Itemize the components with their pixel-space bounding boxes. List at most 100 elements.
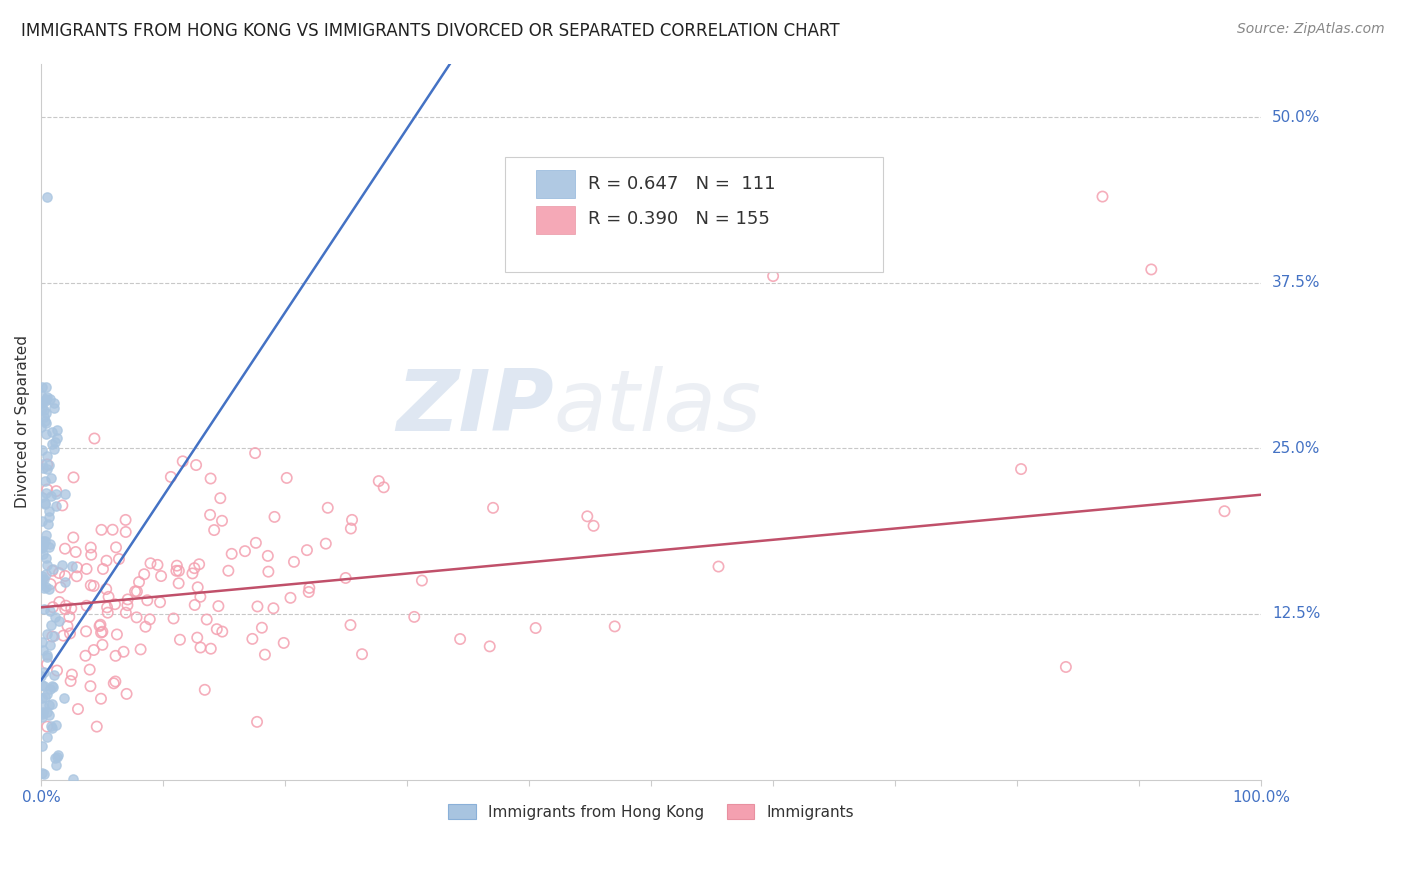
Point [31, 419, 53, 434]
FancyBboxPatch shape [537, 170, 575, 198]
Point [91, 638, 114, 652]
Point [184, 598, 207, 612]
Point [39, 617, 62, 632]
Point [49, 581, 72, 595]
Point [482, 500, 505, 515]
Point [146, 558, 169, 572]
Point [190, 640, 212, 655]
Point [35, 392, 58, 407]
Point [34, 475, 56, 489]
Point [245, 536, 267, 550]
Point [31, 678, 53, 692]
Point [31, 690, 53, 705]
Point [101, 523, 124, 537]
Point [31, 396, 53, 410]
Point [60, 601, 83, 615]
Point [86, 720, 108, 734]
Point [31, 442, 53, 457]
Point [221, 547, 243, 561]
Point [66, 560, 89, 574]
Point [59, 673, 82, 688]
Point [34, 409, 56, 424]
Point [136, 593, 159, 607]
Point [603, 619, 626, 633]
Point [250, 621, 273, 635]
Point [41, 630, 63, 644]
Point [257, 565, 280, 579]
Point [32, 679, 55, 693]
Point [44, 750, 66, 764]
Point [166, 558, 188, 573]
Point [707, 559, 730, 574]
Point [42, 667, 65, 681]
Point [79, 663, 101, 677]
Point [103, 676, 125, 690]
Point [114, 513, 136, 527]
Point [37, 449, 59, 463]
Point [48, 566, 70, 580]
Point [38, 540, 60, 554]
Point [183, 561, 205, 575]
Point [108, 552, 131, 566]
Point [37, 390, 59, 404]
Point [31, 573, 53, 587]
Point [46, 431, 69, 445]
Point [411, 574, 433, 588]
Point [115, 606, 138, 620]
Point [65, 545, 87, 559]
Point [66, 569, 89, 583]
Point [367, 474, 389, 488]
Point [80, 578, 103, 592]
Point [263, 509, 285, 524]
Point [76, 599, 98, 613]
Point [37, 648, 59, 662]
Point [42, 680, 65, 694]
Point [114, 524, 136, 539]
Point [42, 562, 65, 576]
Point [262, 601, 284, 615]
Point [41, 425, 63, 439]
Point [134, 620, 156, 634]
Point [32, 705, 55, 719]
Point [256, 549, 278, 563]
Point [134, 567, 156, 582]
Point [32, 601, 55, 615]
Point [37, 720, 59, 734]
Point [38, 503, 60, 517]
Point [35, 551, 58, 566]
Point [34, 533, 56, 548]
Point [200, 641, 222, 656]
Point [32, 698, 55, 713]
Point [83, 643, 105, 657]
Point [51, 558, 73, 572]
Point [150, 569, 173, 583]
Text: R = 0.647   N =  111: R = 0.647 N = 111 [588, 175, 775, 193]
Point [582, 518, 605, 533]
Point [52, 691, 75, 706]
Point [181, 566, 204, 581]
Point [48, 614, 70, 628]
Point [165, 564, 187, 578]
Point [35, 528, 58, 542]
Point [205, 622, 228, 636]
Point [31, 540, 53, 554]
Point [198, 508, 221, 522]
Point [37, 516, 59, 531]
Point [194, 682, 217, 697]
Point [44, 610, 66, 624]
Point [31, 569, 53, 583]
Point [35, 486, 58, 500]
Point [80, 548, 103, 562]
Point [62, 470, 84, 484]
Point [30, 388, 52, 402]
Point [89, 619, 111, 633]
Point [38, 681, 60, 696]
Point [373, 480, 395, 494]
Point [129, 642, 152, 657]
Point [34, 581, 56, 595]
Point [51, 499, 73, 513]
Point [478, 640, 501, 654]
Point [46, 664, 69, 678]
Point [79, 679, 101, 693]
Point [125, 584, 148, 599]
